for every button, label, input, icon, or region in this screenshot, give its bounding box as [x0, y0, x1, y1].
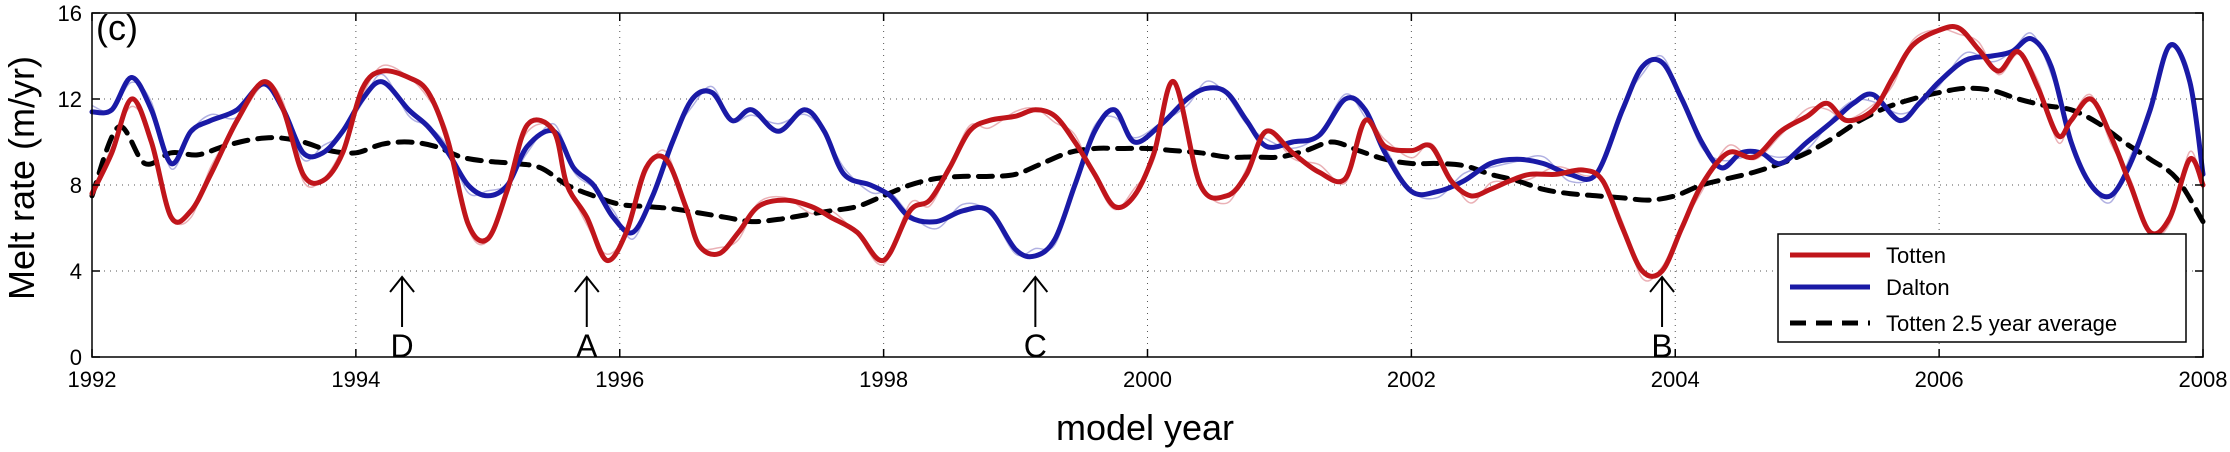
y-tick-label: 4	[70, 259, 82, 284]
legend-label-dalton: Dalton	[1886, 275, 1950, 300]
event-marker-b: B	[1649, 275, 1675, 364]
event-arrow-head	[1649, 275, 1675, 293]
x-tick-label: 1996	[595, 367, 644, 392]
x-tick-label: 2008	[2179, 367, 2228, 392]
series-line-totten-2-5-year-average	[89, 85, 2206, 225]
y-axis-title: Melt rate (m/yr)	[1, 56, 42, 300]
y-tick-label: 16	[58, 1, 82, 26]
smoothed-series-layer	[89, 24, 2206, 279]
event-label: C	[1024, 328, 1047, 364]
x-tick-label: 2006	[1915, 367, 1964, 392]
x-axis-title: model year	[1056, 407, 1234, 448]
event-marker-d: D	[389, 275, 415, 364]
x-tick-label: 1994	[331, 367, 380, 392]
event-arrow-head	[1022, 275, 1049, 293]
event-arrow-head	[389, 275, 415, 293]
event-marker-c: C	[1022, 275, 1049, 364]
event-arrow-head	[573, 275, 600, 293]
y-tick-label: 0	[70, 345, 82, 370]
legend-label-totten: Totten	[1886, 243, 1946, 268]
series-line-dalton	[89, 36, 2206, 260]
event-label: A	[576, 328, 598, 364]
y-tick-label: 12	[58, 87, 82, 112]
x-tick-label: 1998	[859, 367, 908, 392]
series-line-totten	[89, 24, 2206, 279]
event-label: B	[1651, 328, 1672, 364]
legend-label-average: Totten 2.5 year average	[1886, 311, 2117, 336]
event-label: D	[390, 328, 413, 364]
x-tick-label: 2002	[1387, 367, 1436, 392]
legend: Totten Dalton Totten 2.5 year average	[1777, 233, 2187, 343]
panel-label: (c)	[96, 7, 138, 48]
x-tick-label: 1992	[68, 367, 117, 392]
x-tick-label: 2000	[1123, 367, 1172, 392]
event-marker-a: A	[573, 275, 600, 364]
y-tick-label: 8	[70, 173, 82, 198]
axis-ticks: 1992 1994 1996 1998 2000 2002 2004 2006 2008 0 4 8 1…	[58, 1, 2228, 392]
x-tick-label: 2004	[1651, 367, 1700, 392]
